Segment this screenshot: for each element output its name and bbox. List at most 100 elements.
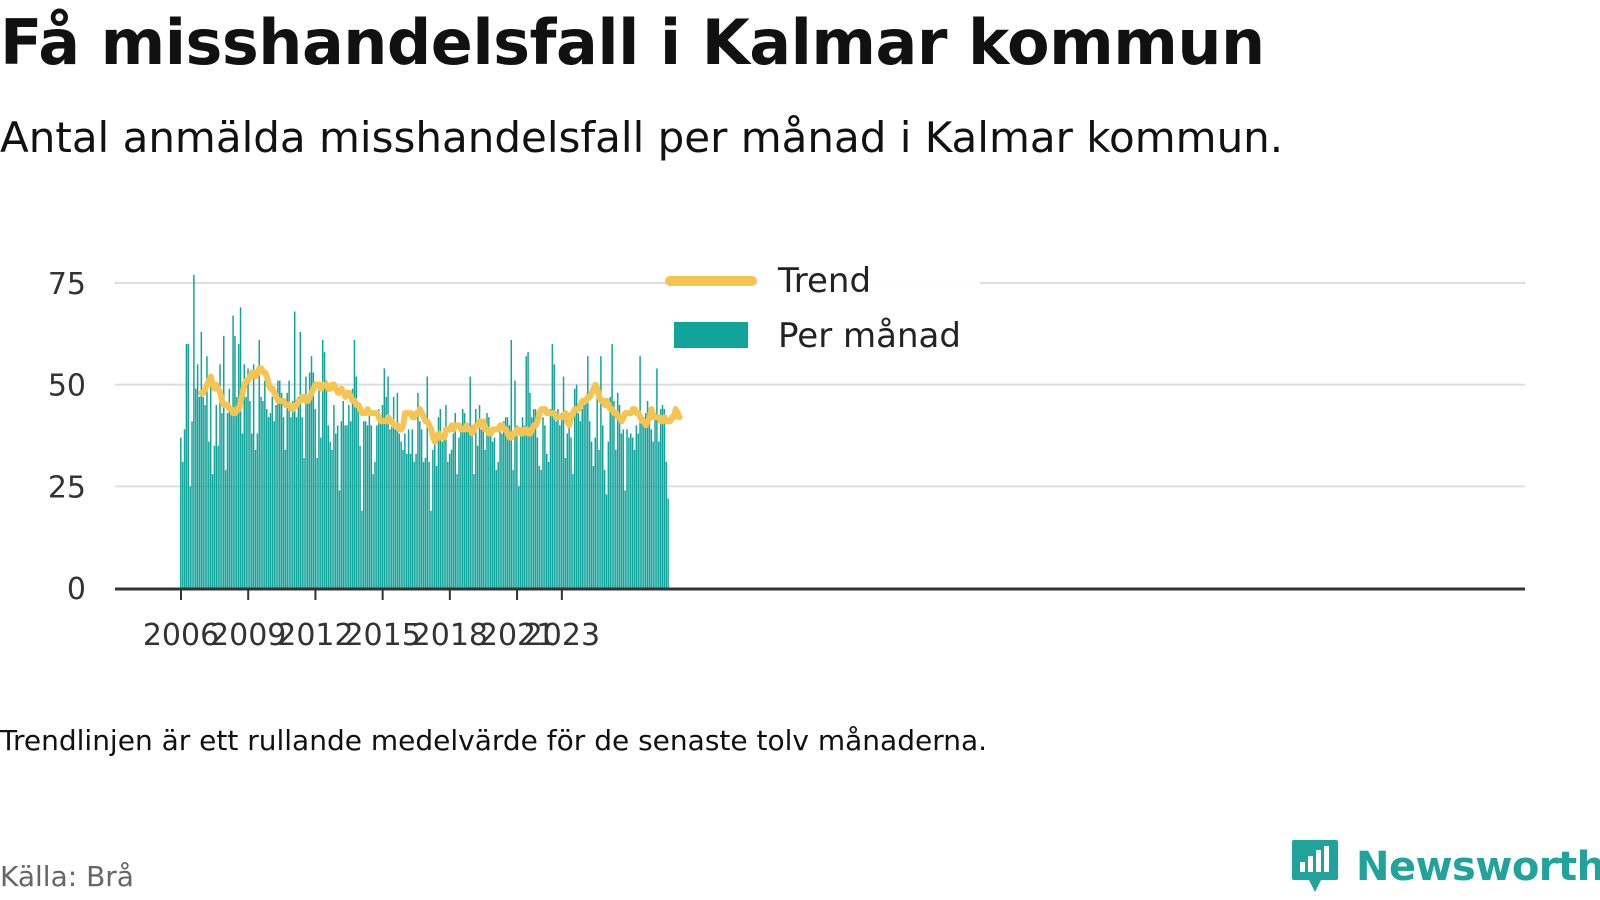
bar (663, 409, 666, 588)
bar (320, 437, 322, 588)
bar (251, 433, 253, 588)
bar (574, 388, 576, 588)
bar (187, 344, 190, 588)
bar (587, 356, 589, 588)
bar (321, 339, 324, 588)
bar (667, 498, 669, 588)
bar (433, 433, 436, 588)
bar (254, 449, 257, 588)
bar (318, 384, 320, 588)
bar (359, 445, 361, 588)
x-tick-label: 2023 (524, 618, 600, 653)
bar (307, 396, 309, 588)
bar (189, 486, 191, 588)
bar (243, 364, 246, 588)
bar (219, 364, 221, 588)
bar (377, 409, 380, 588)
y-tick-label: 0 (67, 572, 86, 607)
bar (396, 392, 399, 588)
bar (430, 510, 432, 588)
bar (465, 425, 468, 588)
bar (489, 433, 492, 588)
bar (458, 437, 460, 588)
bar (475, 409, 477, 588)
bar (325, 380, 328, 588)
bar (540, 470, 542, 588)
bar (521, 417, 524, 588)
brand-logo: Newsworthy (1290, 838, 1600, 896)
legend-trend-label: Trend (777, 261, 871, 301)
bar (594, 437, 597, 588)
bar (312, 372, 315, 588)
bar (366, 425, 369, 588)
bar (277, 380, 279, 588)
bar (221, 413, 223, 588)
y-tick-label: 25 (48, 470, 86, 505)
bar (555, 421, 557, 588)
bar (633, 449, 636, 588)
bar (461, 409, 464, 588)
bar (460, 429, 462, 588)
bar (422, 461, 425, 588)
bar (544, 425, 546, 588)
bar (527, 352, 529, 588)
bar (195, 388, 197, 588)
bar (553, 364, 555, 588)
bar (523, 425, 526, 588)
bar (512, 470, 514, 588)
bar (630, 433, 632, 588)
bar (191, 421, 193, 588)
bar (622, 429, 625, 588)
bar (428, 461, 430, 588)
bar (217, 445, 219, 588)
bar (364, 421, 367, 588)
bar (450, 449, 453, 588)
legend-bar-label: Per månad (778, 316, 961, 356)
bar (491, 441, 494, 588)
bar (301, 417, 303, 588)
bar (351, 388, 354, 588)
bar (180, 437, 182, 588)
bar (376, 425, 378, 588)
bar (258, 339, 260, 588)
bar (534, 409, 537, 588)
bar (531, 417, 533, 588)
bar (215, 405, 218, 588)
bar (202, 396, 204, 588)
bar (441, 441, 443, 588)
bar (295, 417, 298, 588)
bar (204, 405, 206, 588)
bar (495, 470, 498, 588)
bar (452, 433, 455, 588)
chart-note: Trendlinjen är ett rullande medelvärde f… (0, 724, 988, 757)
brand-name: Newsworthy (1356, 844, 1600, 890)
bar (504, 417, 507, 588)
bar (391, 421, 393, 588)
bar (480, 429, 483, 588)
x-tick-label: 2006 (143, 618, 219, 653)
bar (185, 344, 188, 588)
bar-series (180, 274, 669, 588)
bar (310, 356, 313, 588)
bar (368, 409, 371, 588)
bar (223, 335, 225, 588)
bar (506, 417, 509, 588)
bar (273, 421, 275, 588)
bar (562, 376, 565, 588)
bar (297, 396, 300, 588)
bar (387, 376, 389, 588)
bar (316, 457, 318, 588)
bar (288, 380, 290, 588)
bar (392, 396, 395, 588)
bar (279, 380, 281, 588)
bar (413, 461, 415, 588)
bar (602, 425, 604, 588)
bar (628, 437, 630, 588)
bar (398, 433, 400, 588)
bar (303, 457, 305, 588)
bar (611, 344, 613, 588)
legend: Trend Per månad (665, 261, 980, 368)
bar (644, 413, 647, 588)
bar (570, 437, 572, 588)
